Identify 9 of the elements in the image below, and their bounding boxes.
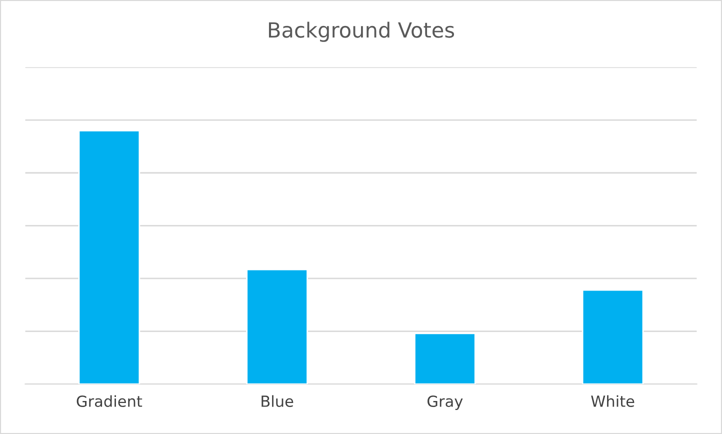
- bar: [246, 268, 308, 384]
- x-tick-label: Gradient: [76, 395, 142, 408]
- chart-title: Background Votes: [268, 22, 454, 42]
- bar: [414, 332, 476, 384]
- x-tick-label: White: [591, 395, 634, 408]
- bar: [78, 130, 140, 384]
- bar: [582, 289, 644, 384]
- x-tick-label: Blue: [262, 395, 294, 408]
- x-tick-label: Gray: [428, 395, 463, 410]
